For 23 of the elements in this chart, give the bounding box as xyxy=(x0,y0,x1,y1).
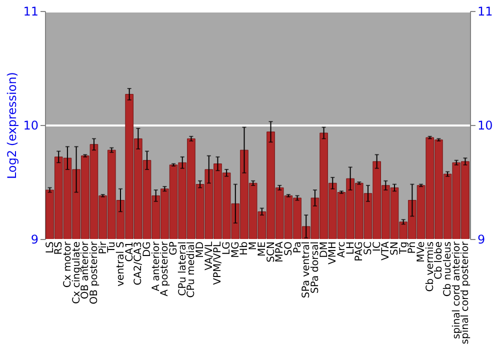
x-tick-label: ventral S xyxy=(115,242,126,286)
x-tick-label: SPa dorsal xyxy=(310,242,321,294)
x-tick-label: A posterior xyxy=(160,240,171,296)
y-tick-label: 10 xyxy=(23,118,38,132)
x-tick-label: DG xyxy=(142,242,154,257)
x-tick-label: RS xyxy=(54,242,65,255)
y-axis-title: Log2 (expression) xyxy=(5,72,20,179)
y2-tick-label: 10 xyxy=(478,118,493,132)
x-tick-label: GP xyxy=(168,242,180,256)
x-tick-label: OB posterior xyxy=(88,240,100,304)
x-tick-label: Cb lobe xyxy=(434,242,445,280)
x-tick-label: Pa xyxy=(292,242,304,254)
x-tick-label: MVe xyxy=(416,242,428,262)
y2-tick-label: 9 xyxy=(478,232,486,246)
x-tick-label: ME xyxy=(256,242,268,256)
y-tick-label: 11 xyxy=(23,4,38,18)
y2-tick-label: 11 xyxy=(478,4,493,18)
x-tick-label: Arc xyxy=(336,242,348,258)
x-tick-label: Tg xyxy=(398,242,410,255)
x-tick-label: spinal cord posterior xyxy=(460,240,472,344)
x-tick-label: SC xyxy=(362,241,374,255)
y-tick-label: 9 xyxy=(30,232,38,246)
x-tick-label: SO xyxy=(283,241,294,256)
